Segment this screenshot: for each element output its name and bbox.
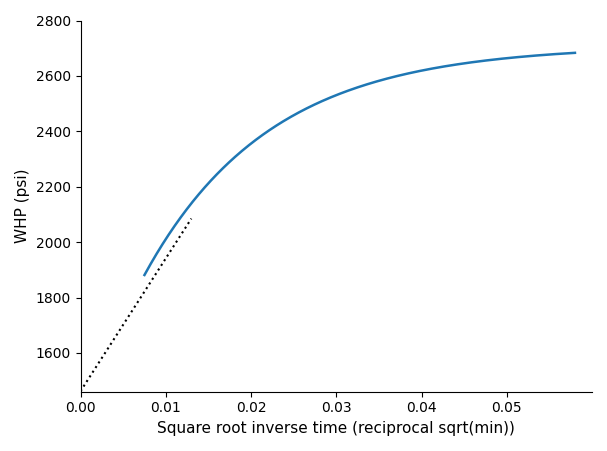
X-axis label: Square root inverse time (reciprocal sqrt(min)): Square root inverse time (reciprocal sqr… [157,421,515,436]
Y-axis label: WHP (psi): WHP (psi) [15,169,30,244]
